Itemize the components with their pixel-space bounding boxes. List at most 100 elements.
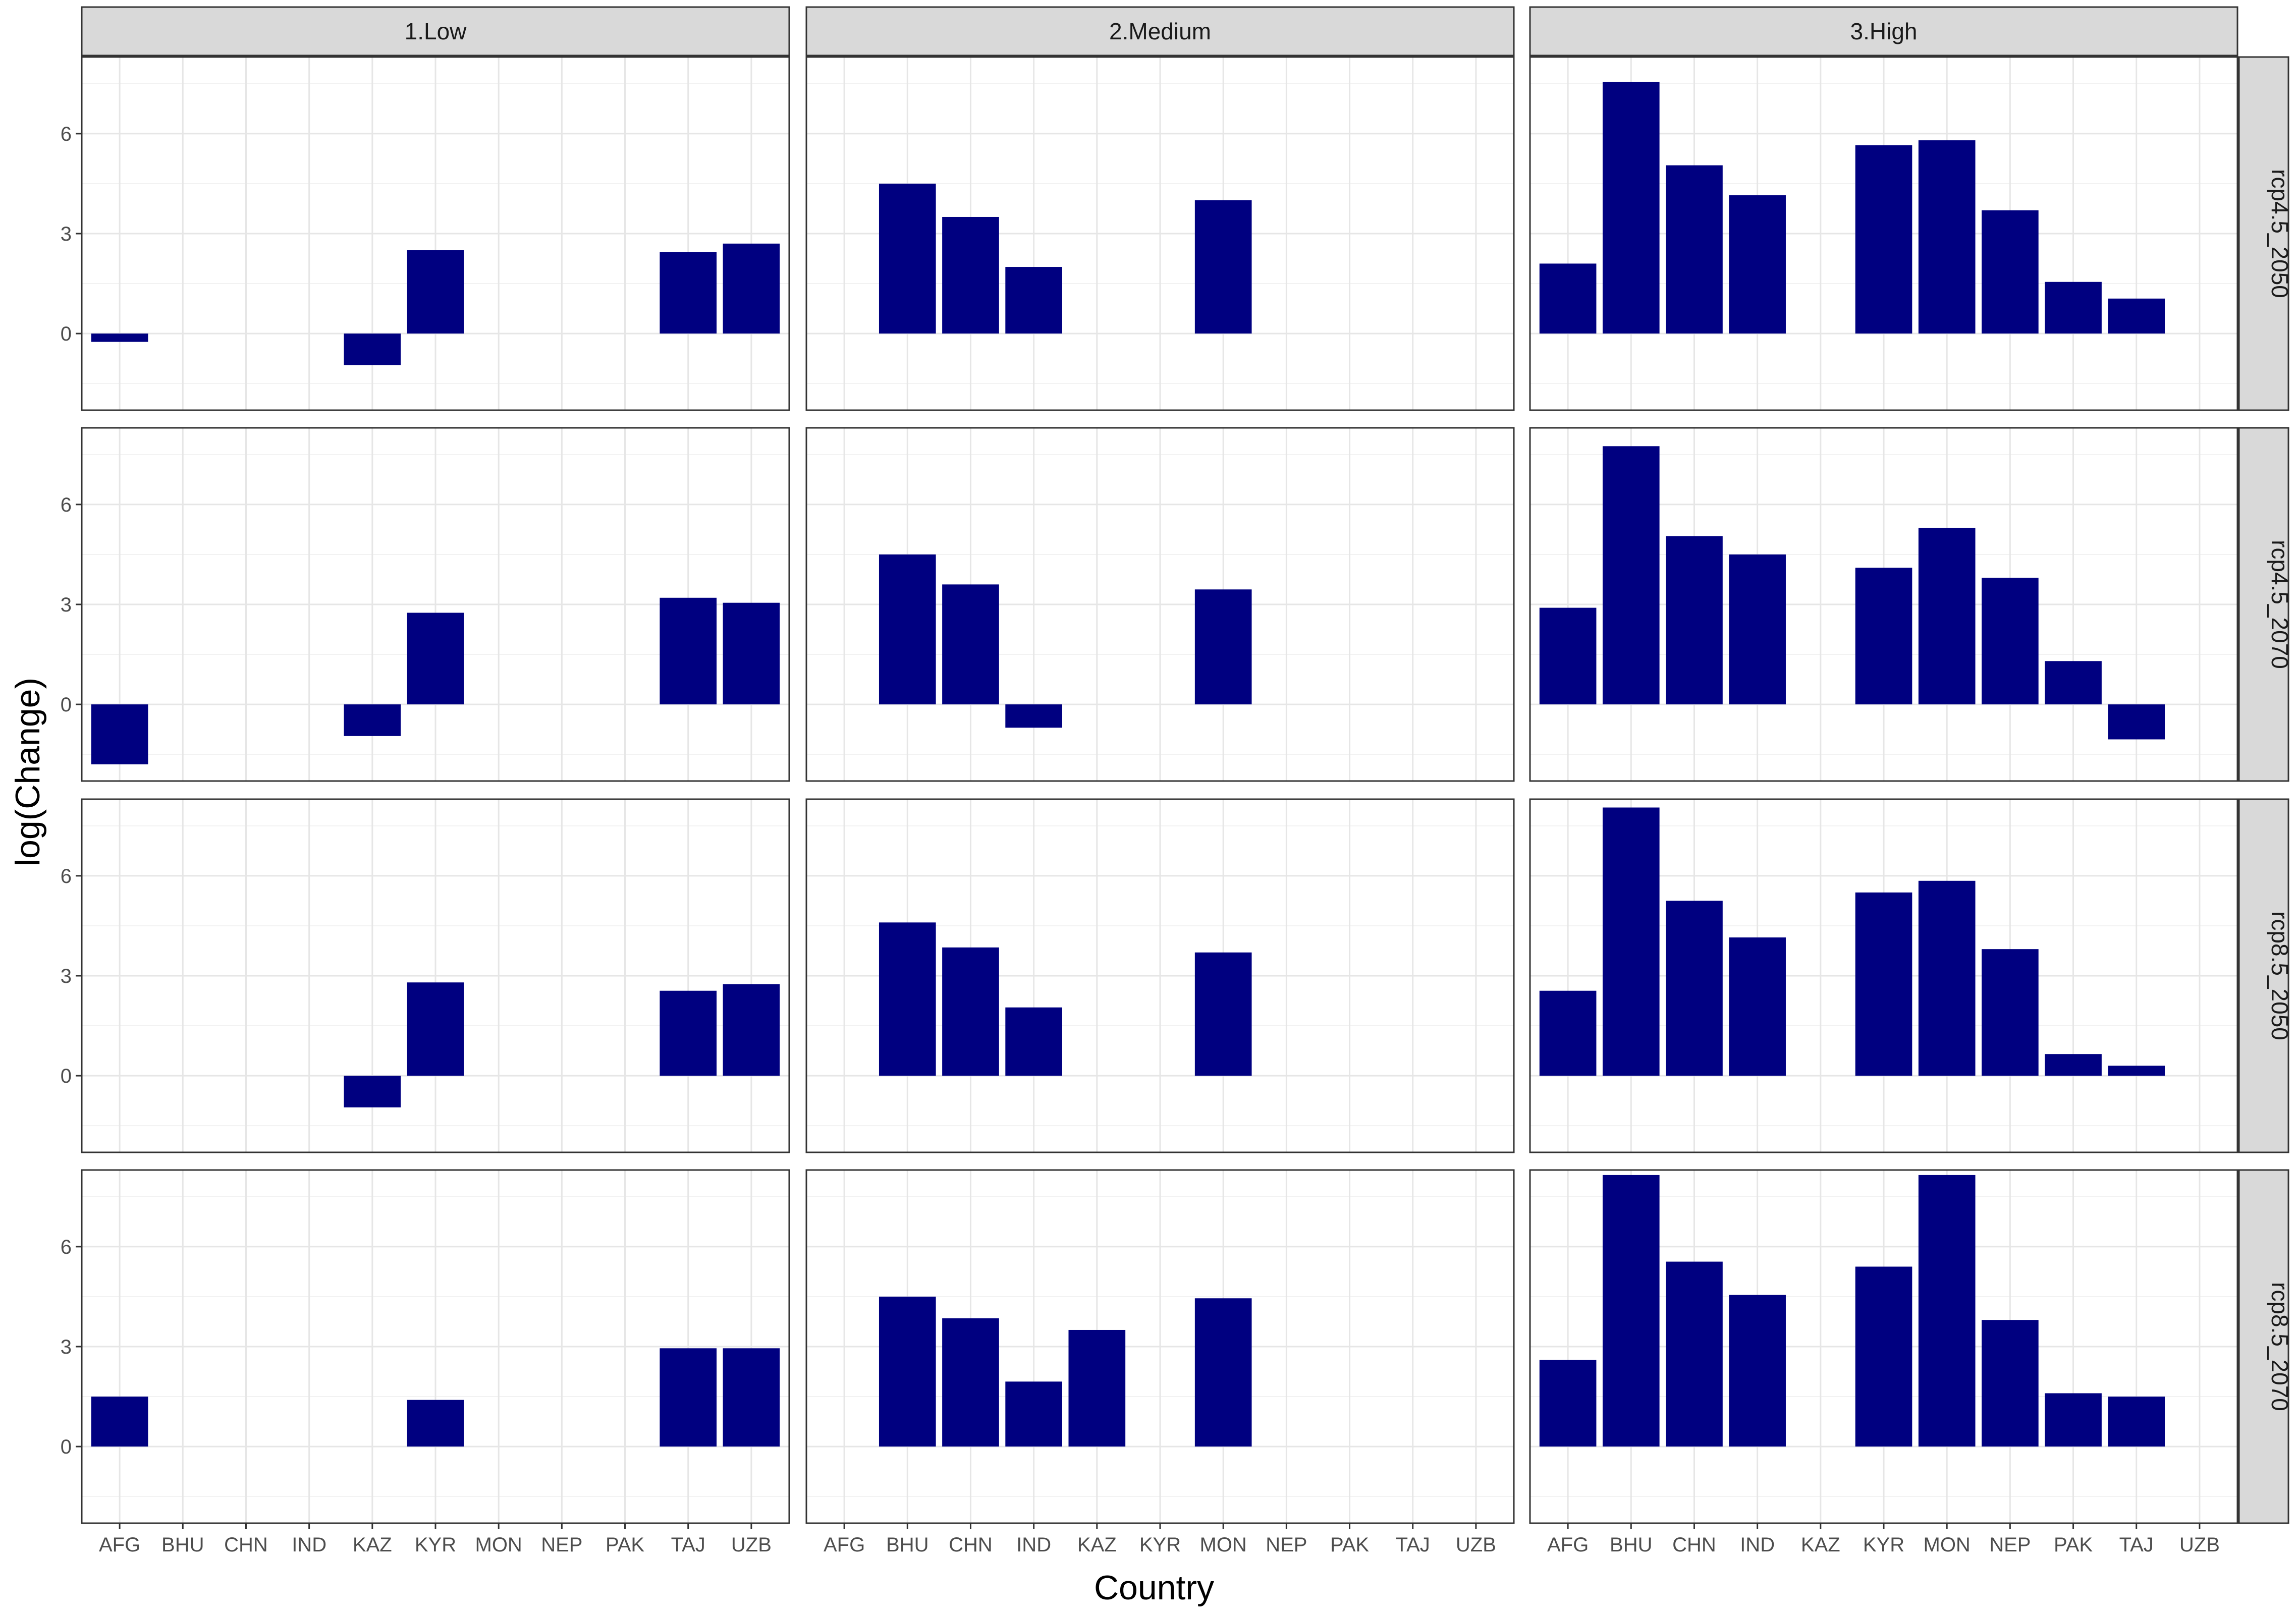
bar <box>1602 807 1660 1076</box>
x-tick-label: PAK <box>2054 1534 2093 1556</box>
x-tick-label: PAK <box>606 1534 644 1556</box>
bar <box>1539 990 1597 1076</box>
x-tick-label: NEP <box>1989 1534 2031 1556</box>
x-tick-label: CHN <box>224 1534 268 1556</box>
column-strip-label: 1.Low <box>405 18 467 44</box>
x-tick-label: CHN <box>1672 1534 1716 1556</box>
bar <box>1194 200 1252 334</box>
bar <box>2045 282 2102 334</box>
column-strip <box>805 6 1515 57</box>
x-tick-label: KYR <box>1863 1534 1904 1556</box>
y-tick-label: 3 <box>61 223 72 245</box>
bar <box>91 333 148 342</box>
facet-panel <box>81 798 790 1153</box>
facet-panel <box>805 56 1515 411</box>
y-tick-label: 0 <box>61 323 72 345</box>
bar <box>407 613 464 705</box>
row-strip-label: rcp4.5_2070 <box>2267 540 2293 669</box>
bar <box>1602 446 1660 705</box>
row-strip <box>2238 56 2289 411</box>
bar <box>1729 195 1786 334</box>
bar <box>942 584 999 705</box>
bar <box>1539 1360 1597 1447</box>
bar <box>660 252 717 334</box>
bar <box>2108 298 2165 334</box>
bar <box>723 1348 780 1447</box>
y-tick-label: 3 <box>61 1336 72 1358</box>
bar <box>2108 1066 2165 1076</box>
column-strip-label: 2.Medium <box>1109 18 1211 44</box>
bar <box>407 982 464 1076</box>
facet-panel <box>1529 1169 2238 1524</box>
bar <box>660 597 717 705</box>
x-tick-label: IND <box>292 1534 326 1556</box>
row-strip <box>2238 1169 2289 1524</box>
y-tick-label: 6 <box>61 865 72 887</box>
x-tick-label: BHU <box>161 1534 204 1556</box>
panel-border <box>805 56 1515 411</box>
facet-panel <box>81 1169 790 1524</box>
bar <box>344 333 401 365</box>
bar <box>1005 704 1062 728</box>
bar <box>2045 661 2102 705</box>
x-tick-label: KAZ <box>1077 1534 1117 1556</box>
y-tick-label: 3 <box>61 965 72 987</box>
column-strip <box>81 6 790 57</box>
facet-panel <box>805 798 1515 1153</box>
bar <box>1539 263 1597 334</box>
column-strip-label: 3.High <box>1850 18 1918 44</box>
bar <box>1666 901 1723 1076</box>
facet-panel <box>81 56 790 411</box>
bar <box>723 243 780 334</box>
bar <box>344 1076 401 1107</box>
x-tick-label: TAJ <box>1396 1534 1430 1556</box>
bar <box>1729 937 1786 1076</box>
bar <box>1982 578 2039 705</box>
y-tick-label: 0 <box>61 1065 72 1087</box>
bar <box>1855 145 1912 334</box>
row-strip-label: rcp8.5_2070 <box>2267 1282 2293 1411</box>
x-tick-label: MON <box>1200 1534 1247 1556</box>
x-tick-label: AFG <box>824 1534 865 1556</box>
x-tick-label: CHN <box>949 1534 993 1556</box>
y-tick-label: 3 <box>61 594 72 616</box>
x-tick-label: IND <box>1740 1534 1775 1556</box>
bar <box>1982 1320 2039 1447</box>
row-strip-label: rcp8.5_2050 <box>2267 911 2293 1040</box>
x-tick-label: MON <box>1924 1534 1971 1556</box>
facet-panel <box>1529 56 2238 411</box>
bar <box>723 984 780 1076</box>
bar <box>723 602 780 705</box>
x-tick-label: KYR <box>415 1534 456 1556</box>
x-tick-label: UZB <box>2179 1534 2220 1556</box>
x-tick-label: KAZ <box>353 1534 392 1556</box>
facet-panel <box>805 1169 1515 1524</box>
x-tick-label: UZB <box>1456 1534 1496 1556</box>
panel-border <box>805 427 1515 782</box>
x-tick-label: AFG <box>1547 1534 1589 1556</box>
column-strip <box>1529 6 2238 57</box>
bar <box>1918 528 1976 705</box>
bar <box>1194 1298 1252 1447</box>
x-tick-label: TAJ <box>671 1534 705 1556</box>
row-strip <box>2238 798 2289 1153</box>
y-tick-label: 0 <box>61 1436 72 1458</box>
bar <box>660 990 717 1076</box>
facet-panel <box>81 427 790 782</box>
bar <box>879 554 936 705</box>
bar <box>879 183 936 334</box>
facet-panel <box>1529 798 2238 1153</box>
x-tick-label: NEP <box>541 1534 582 1556</box>
bar <box>1005 1007 1062 1076</box>
bar <box>942 1318 999 1447</box>
bar <box>91 1397 148 1447</box>
panel-border <box>805 798 1515 1153</box>
bar <box>2045 1054 2102 1076</box>
x-tick-label: AFG <box>99 1534 140 1556</box>
bar <box>1194 589 1252 705</box>
row-strip-label: rcp4.5_2050 <box>2267 169 2293 298</box>
x-tick-label: KAZ <box>1801 1534 1840 1556</box>
bar <box>407 1400 464 1447</box>
x-tick-label: BHU <box>886 1534 928 1556</box>
bar <box>1666 536 1723 705</box>
